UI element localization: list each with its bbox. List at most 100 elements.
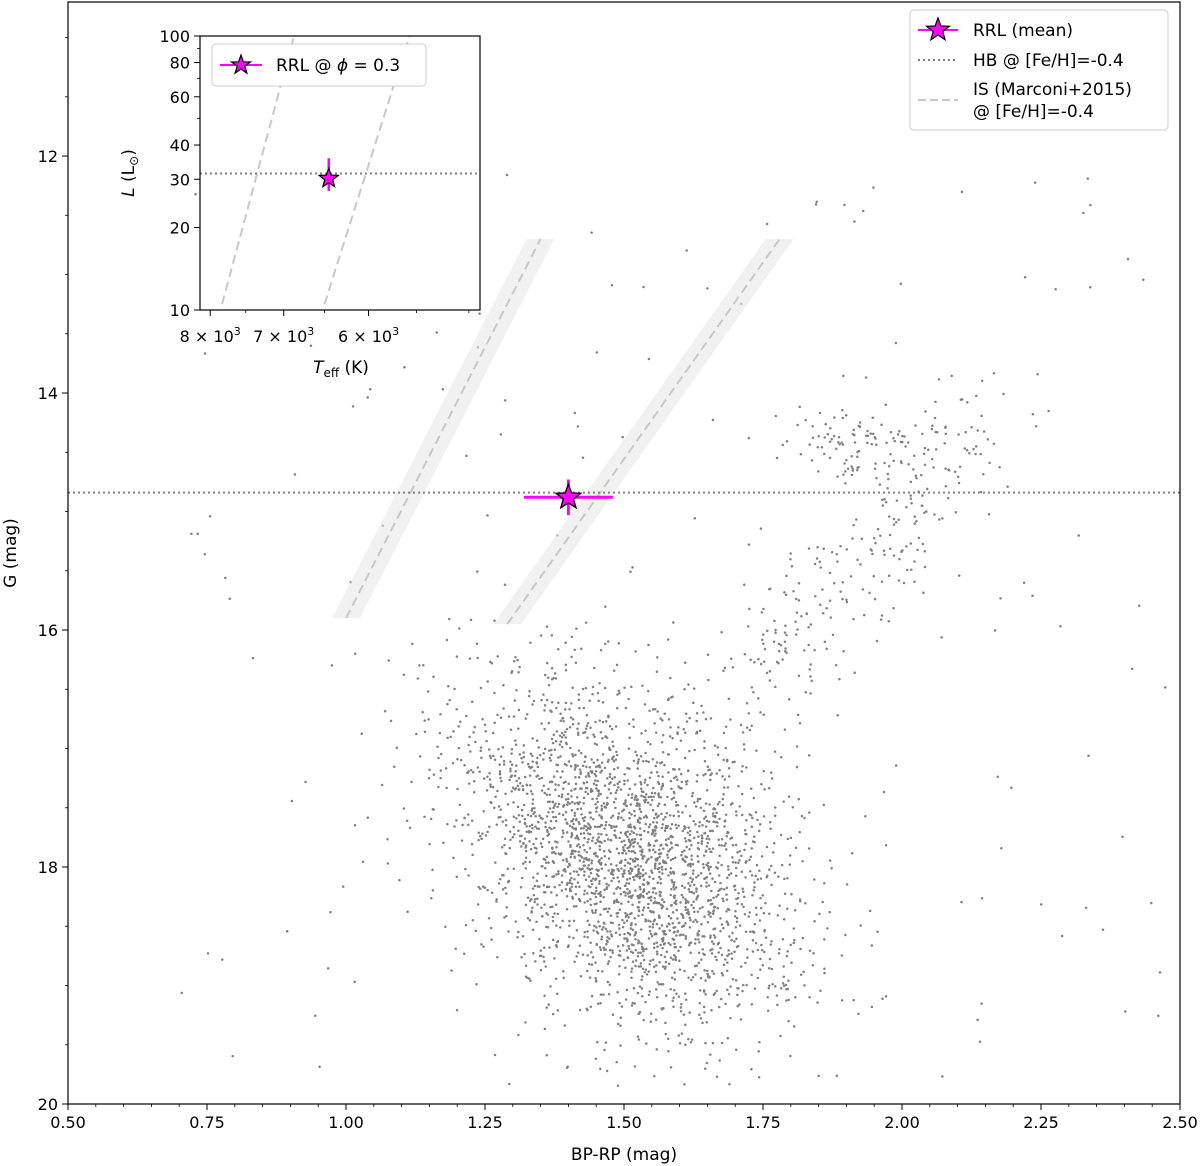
- star-point: [449, 735, 452, 739]
- star-point: [656, 804, 660, 808]
- star-point: [637, 1038, 641, 1041]
- star-point: [740, 902, 744, 906]
- star-point: [680, 1032, 684, 1035]
- star-point: [598, 861, 602, 865]
- star-point: [671, 767, 675, 771]
- star-point: [525, 825, 528, 828]
- star-point: [594, 765, 598, 769]
- star-point: [651, 910, 655, 913]
- star-point: [380, 783, 384, 787]
- star-point: [980, 379, 984, 383]
- star-point: [688, 884, 692, 887]
- star-point: [798, 721, 802, 725]
- star-point: [968, 452, 971, 455]
- star-point: [491, 731, 495, 735]
- star-point: [652, 820, 655, 824]
- star-point: [664, 843, 668, 846]
- inset-rrl-star-icon: [317, 166, 340, 188]
- star-point: [669, 866, 673, 870]
- star-point: [704, 1067, 707, 1071]
- star-point: [931, 457, 934, 461]
- is-blue-edge: [345, 238, 542, 619]
- star-point: [819, 566, 822, 569]
- star-point: [439, 712, 442, 716]
- star-point: [590, 994, 594, 998]
- star-point: [641, 760, 645, 763]
- star-point: [638, 807, 642, 811]
- star-point: [517, 776, 521, 780]
- star-point: [513, 774, 517, 777]
- star-point: [539, 968, 543, 972]
- star-point: [576, 764, 579, 768]
- star-point: [624, 966, 627, 970]
- star-point: [787, 697, 791, 701]
- star-point: [632, 831, 636, 835]
- star-point: [554, 840, 557, 843]
- star-point: [722, 731, 726, 735]
- star-point: [499, 776, 502, 780]
- star-point: [735, 814, 738, 817]
- star-point: [510, 763, 514, 767]
- star-point: [586, 954, 589, 957]
- star-point: [592, 666, 596, 670]
- star-point: [1142, 278, 1145, 281]
- star-point: [599, 731, 603, 734]
- star-point: [610, 826, 613, 830]
- star-point: [944, 484, 948, 488]
- star-point: [861, 588, 865, 591]
- star-point: [821, 588, 824, 591]
- star-point: [752, 888, 756, 892]
- star-point: [518, 840, 522, 843]
- star-point: [555, 893, 559, 897]
- star-point: [658, 855, 662, 858]
- star-point: [717, 1005, 721, 1009]
- star-point: [604, 605, 607, 608]
- star-point: [812, 951, 815, 955]
- star-point: [988, 461, 991, 465]
- star-point: [669, 858, 673, 862]
- star-point: [517, 670, 520, 674]
- star-point: [913, 560, 916, 563]
- star-point: [587, 858, 591, 861]
- star-point: [612, 800, 616, 804]
- star-point: [1082, 211, 1085, 215]
- star-point: [606, 838, 610, 841]
- star-point: [564, 701, 568, 705]
- star-point: [781, 443, 785, 447]
- star-point: [524, 844, 528, 847]
- star-point: [809, 623, 813, 626]
- star-point: [938, 518, 941, 521]
- star-point: [637, 758, 640, 761]
- star-point: [514, 743, 518, 746]
- star-point: [597, 836, 600, 839]
- star-point: [547, 1003, 550, 1006]
- star-point: [495, 900, 498, 903]
- star-point: [562, 719, 565, 723]
- star-point: [608, 983, 612, 986]
- star-point: [855, 518, 858, 521]
- star-point: [551, 741, 555, 745]
- star-point: [783, 728, 787, 731]
- star-point: [684, 937, 688, 940]
- star-point: [656, 901, 659, 905]
- star-point: [884, 501, 888, 504]
- star-point: [644, 918, 647, 921]
- star-point: [773, 750, 777, 753]
- star-point: [1124, 1010, 1127, 1013]
- inset-legend-label: RRL @ ϕ = 0.3: [276, 56, 400, 76]
- star-point: [740, 792, 744, 796]
- star-point: [684, 1023, 687, 1027]
- star-point: [579, 827, 583, 830]
- star-point: [636, 842, 640, 845]
- star-point: [748, 607, 751, 611]
- star-point: [476, 656, 479, 660]
- star-point: [683, 688, 686, 691]
- star-point: [705, 819, 709, 823]
- star-point: [992, 371, 996, 375]
- star-point: [686, 908, 690, 912]
- star-point: [431, 868, 434, 872]
- star-point: [738, 859, 741, 862]
- star-point: [697, 938, 700, 941]
- star-point: [457, 725, 460, 728]
- star-point: [472, 779, 476, 783]
